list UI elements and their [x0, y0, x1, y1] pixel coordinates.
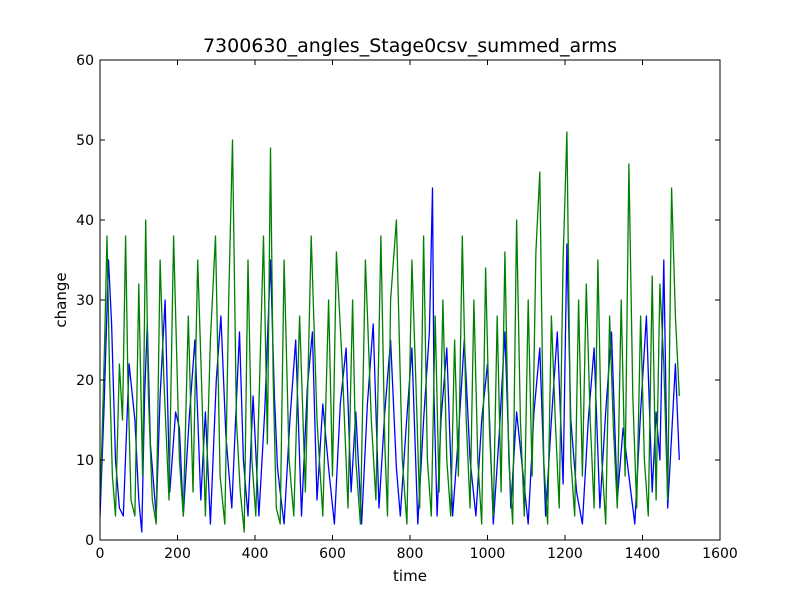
y-axis-ticks: 0 10 20 30 40 50 60 [76, 53, 720, 549]
x-axis-label: time [393, 567, 427, 585]
y-tick-label: 40 [76, 213, 94, 229]
x-tick-label: 0 [96, 546, 105, 562]
y-tick-label: 0 [85, 533, 94, 549]
y-tick-label: 20 [76, 373, 94, 389]
x-tick-label: 1200 [547, 546, 583, 562]
x-tick-label: 600 [319, 546, 346, 562]
x-tick-label: 800 [397, 546, 424, 562]
x-axis-ticks: 0 200 400 600 800 1000 1200 1400 1600 [96, 60, 738, 562]
x-tick-label: 400 [242, 546, 269, 562]
series-layer [100, 131, 680, 533]
y-axis-label: change [52, 272, 70, 327]
series-line-2 [100, 131, 680, 533]
series-line-1 [100, 187, 680, 533]
y-tick-label: 30 [76, 293, 94, 309]
x-tick-label: 1000 [470, 546, 506, 562]
x-tick-label: 1400 [625, 546, 661, 562]
chart-title: 7300630_angles_Stage0csv_summed_arms [203, 35, 617, 57]
x-tick-label: 200 [164, 546, 191, 562]
y-tick-label: 10 [76, 453, 94, 469]
y-tick-label: 50 [76, 133, 94, 149]
y-tick-label: 60 [76, 53, 94, 69]
x-tick-label: 1600 [702, 546, 738, 562]
